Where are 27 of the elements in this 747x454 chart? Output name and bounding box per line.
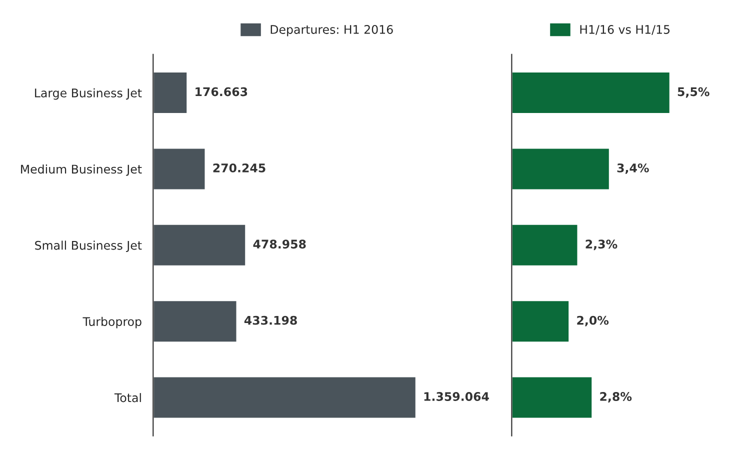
legend-label: Departures: H1 2016 [270,25,393,36]
data-label: 1.359.064 [424,392,489,401]
bar [512,224,579,267]
bar [153,224,246,267]
y-tick-label: Turboprop [82,316,142,328]
data-label: 2,0% [577,316,609,326]
bar [153,300,238,344]
bar [512,300,570,344]
data-label: 2,8% [600,392,632,402]
data-label: 2,3% [586,240,618,250]
y-tick-label: Total [114,393,141,402]
data-label: 3,4% [617,163,649,174]
bar [153,71,188,114]
legend-label: H1/16 vs H1/15 [580,25,670,35]
y-tick-label: Large Business Jet [35,88,142,100]
bar [512,147,610,191]
data-label: 176.663 [196,87,248,96]
bar [512,376,594,420]
data-label: 433.198 [244,316,297,325]
bar [512,71,671,114]
data-label: 5,5% [678,87,710,98]
data-label: 478.958 [253,240,306,249]
y-tick-label: Small Business Jet [35,240,142,252]
bar [153,147,206,191]
bar [153,376,417,420]
data-label: 270.245 [213,163,266,172]
y-tick-label: Medium Business Jet [21,164,142,176]
